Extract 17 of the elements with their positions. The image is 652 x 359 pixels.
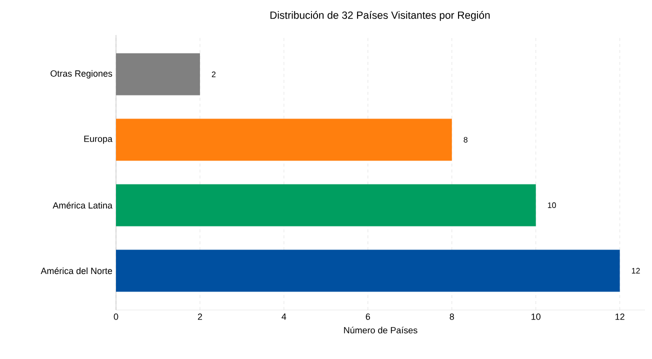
x-axis-title: Número de Países <box>344 326 418 334</box>
y-tick-label: América Latina <box>52 202 112 209</box>
x-tick-label: 6 <box>366 314 370 320</box>
x-tick-label: 12 <box>616 314 624 320</box>
x-tick-label: 10 <box>532 314 540 320</box>
x-tick-label: 4 <box>282 314 286 320</box>
y-tick-label: Otras Regiones <box>50 70 112 78</box>
x-tick-label: 8 <box>450 314 454 320</box>
bar <box>116 118 452 161</box>
y-tick-label: Europa <box>84 136 112 144</box>
x-tick-label: 0 <box>114 314 118 320</box>
y-tick-label: América del Norte <box>40 267 112 274</box>
x-tick-label: 2 <box>198 314 202 320</box>
bar <box>116 53 200 96</box>
chart-title: Distribución de 32 Países Visitantes por Región <box>270 11 490 21</box>
bar <box>116 184 536 226</box>
bar <box>116 250 620 292</box>
